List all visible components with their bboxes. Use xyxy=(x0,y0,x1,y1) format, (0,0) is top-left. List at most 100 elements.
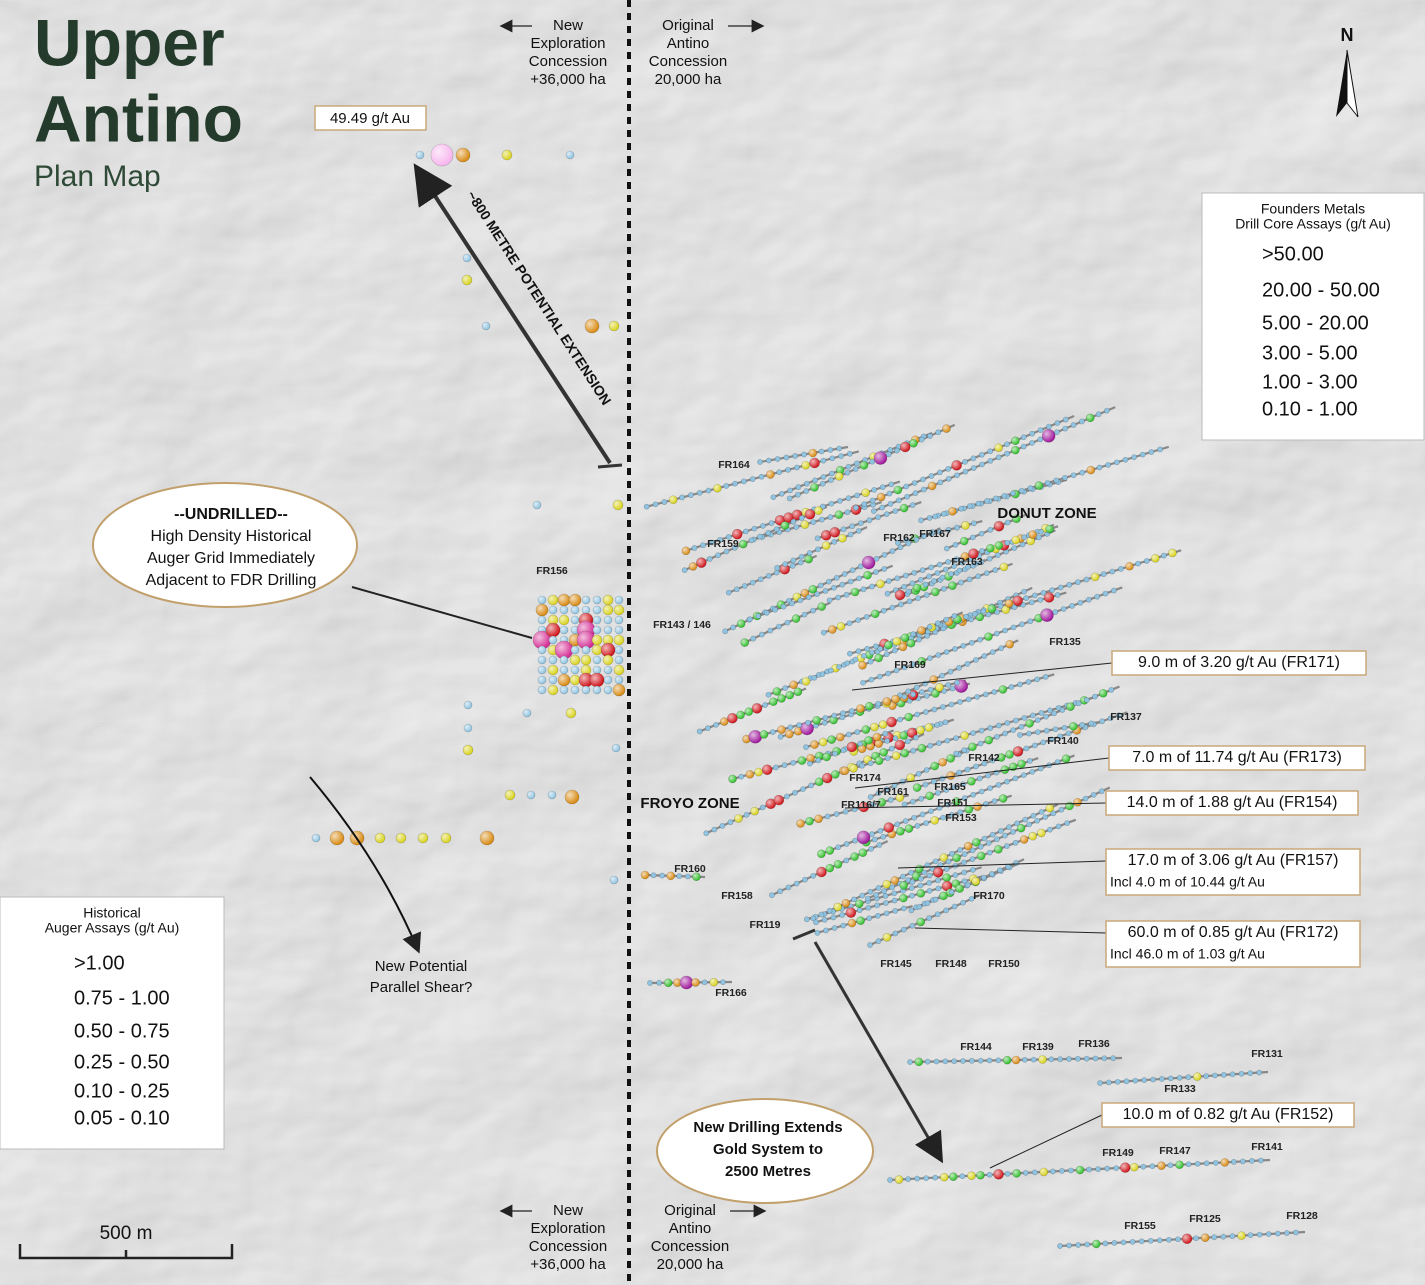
assay-dot xyxy=(970,791,977,798)
hole-label: FR135 xyxy=(1049,636,1081,648)
assay-dot xyxy=(915,770,922,777)
assay-dot xyxy=(768,520,775,527)
assay-dot xyxy=(1193,1235,1200,1242)
assay-shine xyxy=(993,521,1004,532)
assay-shine xyxy=(396,833,406,843)
assay-dot xyxy=(1004,450,1010,457)
assay-dot xyxy=(927,742,934,749)
assay-dot xyxy=(867,888,874,895)
assay-shine xyxy=(1000,765,1009,774)
assay-dot xyxy=(959,1173,966,1180)
assay-shine xyxy=(891,695,900,704)
assay-dot xyxy=(1057,584,1064,591)
assay-shine xyxy=(964,805,973,814)
assay-dot xyxy=(929,529,936,535)
assay-dot xyxy=(758,631,765,638)
assay-shine xyxy=(536,604,548,616)
assay-dot xyxy=(1057,1243,1063,1249)
assay-dot xyxy=(969,534,976,541)
assay-dot xyxy=(1084,1241,1091,1248)
assay-dot xyxy=(998,645,1005,652)
assay-dot xyxy=(917,882,924,889)
assay-shine xyxy=(604,686,612,694)
assay-dot xyxy=(773,569,780,576)
assay-dot xyxy=(1011,604,1018,611)
assay-dot xyxy=(1006,824,1012,831)
assay-dot xyxy=(986,555,993,562)
assay-shine xyxy=(942,424,951,433)
assay-dot xyxy=(785,466,791,473)
hole-label: FR119 xyxy=(750,919,781,931)
assay-shine xyxy=(872,733,881,742)
assay-dot xyxy=(1038,710,1045,716)
assay-shine xyxy=(961,521,970,530)
assay-shine xyxy=(933,867,944,878)
assay-shine xyxy=(1076,1166,1084,1174)
assay-dot xyxy=(969,847,976,854)
assay-shine xyxy=(793,687,802,696)
concession-label: Exploration xyxy=(530,1220,605,1237)
assay-dot xyxy=(814,535,821,542)
assay-dot xyxy=(844,509,851,516)
assay-shine xyxy=(984,632,993,641)
assay-dot xyxy=(770,494,777,501)
assay-dot xyxy=(676,873,683,880)
assay-dot xyxy=(1012,839,1019,846)
assay-shine xyxy=(874,739,883,748)
assay-dot xyxy=(793,464,800,471)
assay-shine xyxy=(669,495,678,504)
assay-dot xyxy=(866,915,873,922)
assay-dot xyxy=(1150,1076,1156,1083)
assay-shine xyxy=(773,795,784,806)
assay-dot xyxy=(1020,772,1027,778)
assay-shine xyxy=(692,872,701,881)
assay-shine xyxy=(549,676,557,684)
assay-dot xyxy=(932,896,939,903)
assay-dot xyxy=(1283,1230,1290,1236)
assay-shine xyxy=(805,817,814,826)
assay-shine xyxy=(549,656,557,664)
assay-dot xyxy=(835,594,841,601)
assay-shine xyxy=(914,1057,923,1066)
assay-dot xyxy=(883,651,890,658)
assay-dot xyxy=(650,872,657,879)
assay-dot xyxy=(1010,828,1016,835)
assay-shine xyxy=(976,1171,985,1180)
assay-shine xyxy=(875,756,884,765)
assay-shine xyxy=(916,917,925,926)
assay-dot xyxy=(922,781,929,788)
assay-dot xyxy=(732,480,738,487)
assay-dot xyxy=(1030,812,1037,819)
assay-dot xyxy=(952,541,959,548)
assay-dot xyxy=(977,1057,984,1064)
intercept: 10.0 m of 0.82 g/t Au (FR152) xyxy=(1123,1106,1334,1123)
assay-dot xyxy=(828,477,834,483)
assay-dot xyxy=(997,603,1004,609)
assay-shine xyxy=(1012,1056,1020,1064)
assay-dot xyxy=(806,760,813,767)
assay-shine xyxy=(482,322,490,330)
assay-shine xyxy=(416,151,424,159)
assay-shine xyxy=(1168,548,1177,557)
assay-dot xyxy=(842,808,849,815)
assay-dot xyxy=(977,740,984,747)
assay-dot xyxy=(831,712,838,719)
assay-dot xyxy=(987,785,993,792)
assay-dot xyxy=(1095,1166,1101,1172)
assay-dot xyxy=(978,451,985,458)
assay-dot xyxy=(948,571,954,577)
assay-shine xyxy=(938,758,947,767)
assay-dot xyxy=(848,707,855,714)
assay-shine xyxy=(964,842,973,851)
assay-shine xyxy=(1092,1239,1101,1248)
hole-label: FR170 xyxy=(973,890,1005,902)
assay-shine xyxy=(612,744,620,752)
assay-dot xyxy=(725,589,732,596)
assay-shine xyxy=(582,606,590,614)
assay-shine xyxy=(592,645,602,655)
concession-label: New xyxy=(553,17,583,34)
assay-dot xyxy=(831,925,838,931)
assay-dot xyxy=(1029,768,1036,775)
assay-dot xyxy=(828,500,835,507)
